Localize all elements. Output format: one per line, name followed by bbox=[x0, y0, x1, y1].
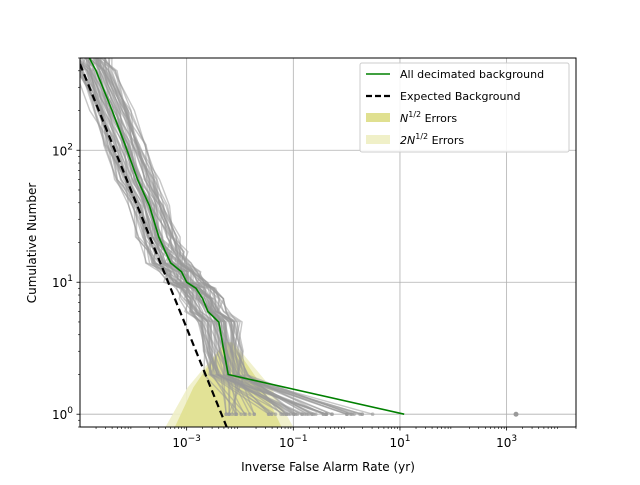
trial-end-point bbox=[227, 412, 232, 417]
trial-end-point bbox=[273, 412, 278, 417]
legend: All decimated background Expected Backgro… bbox=[359, 62, 570, 153]
trial-end-point bbox=[267, 412, 271, 417]
trial-end-point bbox=[309, 412, 314, 417]
trial-end-point bbox=[300, 412, 304, 417]
x-tick-label: 101 bbox=[389, 434, 410, 450]
trial-end-point bbox=[330, 412, 335, 417]
trial-end-point bbox=[282, 412, 287, 417]
series-all bbox=[88, 58, 405, 415]
y-tick-label: 101 bbox=[52, 274, 73, 290]
legend-swatch-err1 bbox=[366, 113, 390, 122]
legend-swatch-err2 bbox=[366, 135, 390, 144]
axis-ticks: 10−3 10−1 101 103 100 101 102 bbox=[52, 57, 577, 450]
x-tick-label: 10−1 bbox=[279, 434, 308, 450]
trial-end-point bbox=[288, 412, 293, 417]
trial-curve bbox=[103, 58, 282, 415]
x-tick-label: 103 bbox=[496, 434, 517, 450]
legend-label-expected: Expected Background bbox=[400, 90, 520, 103]
trial-end-point bbox=[248, 412, 252, 417]
trial-end-point bbox=[295, 412, 300, 417]
trial-curve bbox=[80, 64, 237, 415]
y-axis-label: Cumulative Number bbox=[25, 183, 39, 304]
trial-curve bbox=[80, 73, 285, 415]
x-tick-label: 10−3 bbox=[172, 434, 201, 450]
trial-end-point bbox=[324, 412, 329, 417]
series-expected bbox=[80, 63, 228, 427]
trial-end-point bbox=[252, 412, 257, 417]
trial-curve bbox=[84, 58, 291, 415]
trial-end-point bbox=[360, 412, 365, 417]
series-lines bbox=[80, 58, 405, 427]
trial-curve bbox=[96, 58, 353, 415]
x-axis-label: Inverse False Alarm Rate (yr) bbox=[241, 460, 415, 474]
trial-end-point bbox=[269, 412, 274, 417]
trial-curve bbox=[88, 58, 231, 415]
trial-end-point bbox=[224, 412, 229, 417]
legend-box bbox=[359, 62, 570, 153]
trial-end-point bbox=[239, 412, 243, 417]
trial-end-point bbox=[234, 412, 239, 417]
legend-label-err2: 2N1/2 Errors bbox=[400, 132, 464, 147]
trial-end-point bbox=[279, 412, 283, 417]
trial-end-point bbox=[243, 412, 248, 417]
legend-label-err1: N1/2 Errors bbox=[400, 110, 457, 125]
trial-curve bbox=[101, 58, 351, 415]
y-tick-label: 102 bbox=[52, 142, 73, 158]
outlier-point bbox=[513, 411, 519, 417]
trial-end-point bbox=[349, 412, 354, 417]
trial-end-point bbox=[230, 412, 234, 417]
y-tick-label: 100 bbox=[52, 406, 73, 422]
trial-end-point bbox=[321, 412, 326, 417]
legend-label-all: All decimated background bbox=[400, 68, 544, 81]
trial-end-point bbox=[370, 412, 375, 417]
trial-curve bbox=[80, 63, 303, 415]
